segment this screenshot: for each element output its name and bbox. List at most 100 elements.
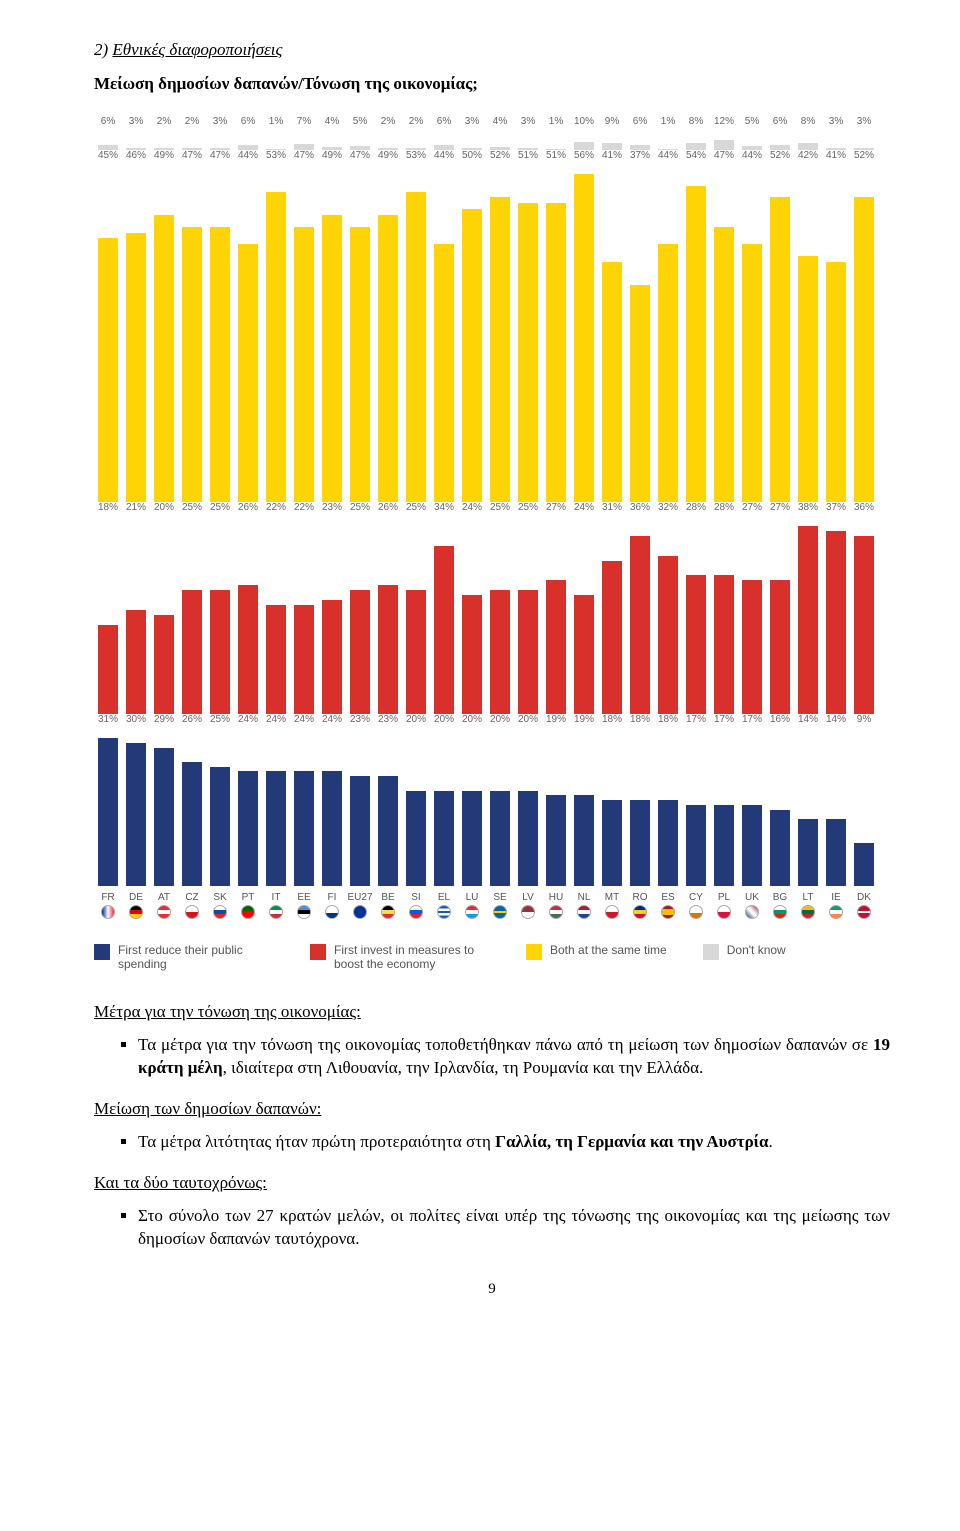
bar-value-label: 2% [381, 116, 395, 128]
country-code: UK [738, 892, 766, 903]
bar-value-label: 5% [745, 116, 759, 128]
bar-value-label: 4% [325, 116, 339, 128]
bar [126, 610, 146, 714]
chart-bar-yellow: 49% [150, 150, 178, 502]
bar [602, 143, 622, 151]
chart-bar-gray: 3% [850, 116, 878, 150]
chart-bar-navy: 20% [486, 714, 514, 886]
bar [462, 595, 482, 714]
bar [546, 580, 566, 714]
bar [770, 580, 790, 714]
country-code: MT [598, 892, 626, 903]
paragraph-heading: Και τα δύο ταυτοχρόνως: [94, 1172, 890, 1195]
chart-bar-navy: 24% [290, 714, 318, 886]
chart-bar-red: 26% [234, 502, 262, 714]
bar-value-label: 27% [546, 502, 566, 514]
bar [378, 585, 398, 714]
chart-bar-gray: 6% [626, 116, 654, 150]
chart-bar-navy: 20% [402, 714, 430, 886]
bar [462, 209, 482, 502]
chart-bar-gray: 3% [458, 116, 486, 150]
paragraph-heading: Μείωση των δημοσίων δαπανών: [94, 1098, 890, 1121]
bar-value-label: 17% [714, 714, 734, 726]
bar [770, 197, 790, 502]
bar-value-label: 18% [630, 714, 650, 726]
flag-icon [745, 905, 759, 919]
bar-value-label: 46% [126, 150, 146, 162]
chart-bar-gray: 5% [738, 116, 766, 150]
chart-bar-yellow: 47% [710, 150, 738, 502]
chart-row-invest: 18%21%20%25%25%26%22%22%23%25%26%25%34%2… [94, 502, 890, 714]
chart-bar-navy: 17% [738, 714, 766, 886]
bar [546, 203, 566, 502]
bar-value-label: 44% [658, 150, 678, 162]
flag-icon [213, 905, 227, 919]
flag-icon [437, 905, 451, 919]
bar-value-label: 7% [297, 116, 311, 128]
chart-country-flags [94, 905, 890, 919]
bar-value-label: 32% [658, 502, 678, 514]
bar [350, 590, 370, 714]
bar [658, 800, 678, 886]
bar-value-label: 2% [157, 116, 171, 128]
bar-value-label: 3% [829, 116, 843, 128]
bar-value-label: 52% [854, 150, 874, 162]
country-code: BG [766, 892, 794, 903]
bar-value-label: 47% [210, 150, 230, 162]
flag-icon [801, 905, 815, 919]
bar [238, 244, 258, 502]
bar [742, 244, 762, 502]
bar-value-label: 24% [294, 714, 314, 726]
bar-value-label: 17% [742, 714, 762, 726]
bar-value-label: 19% [574, 714, 594, 726]
bar [574, 142, 594, 150]
chart-bar-navy: 18% [626, 714, 654, 886]
chart-bar-yellow: 52% [486, 150, 514, 502]
bar-value-label: 47% [714, 150, 734, 162]
bar-value-label: 24% [462, 502, 482, 514]
bar-value-label: 17% [686, 714, 706, 726]
bar-value-label: 6% [773, 116, 787, 128]
bar-value-label: 20% [434, 714, 454, 726]
bar-value-label: 45% [98, 150, 118, 162]
stacked-bar-chart: 6%3%2%2%3%6%1%7%4%5%2%2%6%3%4%3%1%10%9%6… [94, 116, 890, 919]
bar-value-label: 20% [490, 714, 510, 726]
flag-icon [577, 905, 591, 919]
bar [406, 192, 426, 502]
chart-bar-navy: 16% [766, 714, 794, 886]
flag-icon [493, 905, 507, 919]
chart-bar-gray: 3% [514, 116, 542, 150]
chart-bar-gray: 10% [570, 116, 598, 150]
bar [406, 791, 426, 886]
chart-bar-navy: 26% [178, 714, 206, 886]
chart-bar-red: 25% [486, 502, 514, 714]
bar [714, 575, 734, 714]
flag-icon [325, 905, 339, 919]
bar-value-label: 53% [266, 150, 286, 162]
bar [350, 227, 370, 502]
chart-bar-navy: 19% [542, 714, 570, 886]
bar [658, 244, 678, 502]
flag-icon [381, 905, 395, 919]
bar [602, 262, 622, 502]
bar-value-label: 9% [857, 714, 871, 726]
chart-bar-yellow: 41% [598, 150, 626, 502]
bar-value-label: 4% [493, 116, 507, 128]
bar [378, 215, 398, 502]
sub-heading: Μείωση δημοσίων δαπανών/Τόνωση της οικον… [94, 74, 890, 94]
chart-bar-red: 25% [206, 502, 234, 714]
flag-icon [829, 905, 843, 919]
bar [602, 800, 622, 886]
bar [266, 605, 286, 714]
bar-value-label: 38% [798, 502, 818, 514]
bar-value-label: 29% [154, 714, 174, 726]
chart-bar-navy: 24% [262, 714, 290, 886]
bar [182, 227, 202, 502]
bar-value-label: 14% [826, 714, 846, 726]
bar-value-label: 54% [686, 150, 706, 162]
chart-bar-gray: 8% [794, 116, 822, 150]
bar-value-label: 6% [241, 116, 255, 128]
bar-value-label: 3% [857, 116, 871, 128]
chart-bar-yellow: 47% [290, 150, 318, 502]
chart-bar-yellow: 56% [570, 150, 598, 502]
